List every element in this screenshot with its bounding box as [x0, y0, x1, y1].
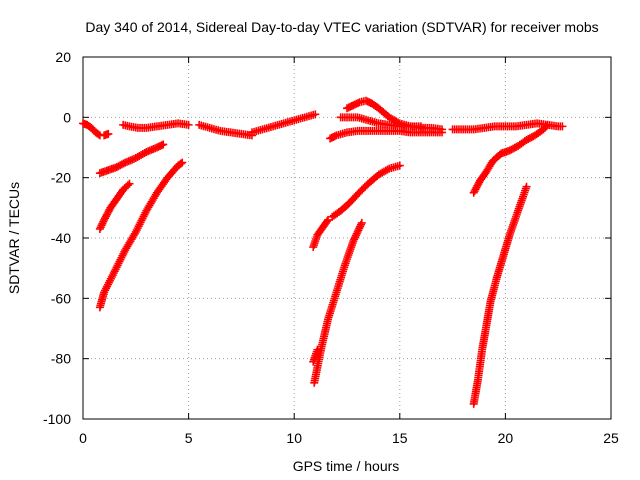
x-tick-label: 5 [185, 430, 193, 446]
data-point [125, 179, 134, 188]
data-point [543, 120, 552, 129]
data-point [522, 182, 531, 191]
data-point [159, 140, 168, 149]
y-tick-label: -20 [51, 170, 71, 186]
y-tick-label: -60 [51, 290, 71, 306]
x-tick-label: 25 [603, 430, 619, 446]
y-tick-label: -100 [43, 411, 71, 427]
data-points [79, 96, 567, 408]
y-tick-label: 20 [55, 49, 71, 65]
chart-title: Day 340 of 2014, Sidereal Day-to-day VTE… [85, 19, 598, 35]
x-tick-label: 15 [392, 430, 408, 446]
data-point [313, 345, 322, 354]
data-point [438, 125, 447, 134]
data-point [178, 158, 187, 167]
data-point [323, 215, 332, 224]
data-point [184, 120, 193, 129]
y-tick-label: -40 [51, 230, 71, 246]
data-point [311, 110, 320, 119]
data-point [357, 218, 366, 227]
x-tick-label: 20 [498, 430, 514, 446]
data-point [104, 129, 113, 138]
data-point [395, 161, 404, 170]
y-tick-label: -80 [51, 351, 71, 367]
data-point [558, 122, 567, 131]
axis-ticks: 0 5 10 15 20 25 20 0 -20 -40 -60 -80 -100 [43, 49, 619, 446]
y-tick-label: 0 [63, 109, 71, 125]
x-tick-label: 0 [79, 430, 87, 446]
series-1 [95, 120, 552, 408]
x-tick-label: 10 [286, 430, 302, 446]
y-axis-label: SDTVAR / TECUs [6, 182, 22, 294]
x-axis-label: GPS time / hours [293, 458, 400, 474]
series-0 [79, 96, 567, 143]
